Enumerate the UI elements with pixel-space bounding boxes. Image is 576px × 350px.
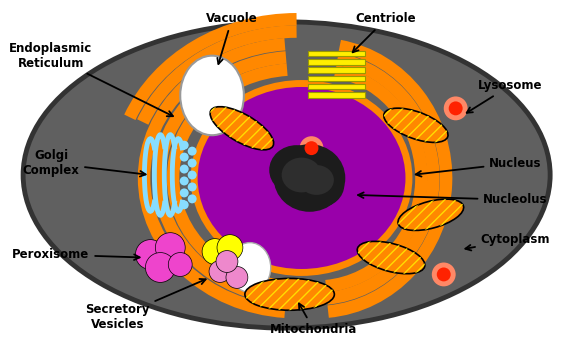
Circle shape	[180, 153, 189, 162]
Bar	[308, 76, 365, 81]
Circle shape	[226, 266, 248, 288]
Circle shape	[202, 239, 228, 265]
Ellipse shape	[384, 108, 448, 142]
Ellipse shape	[229, 243, 271, 292]
Circle shape	[305, 141, 319, 155]
Text: Nucleus: Nucleus	[416, 156, 541, 177]
Ellipse shape	[23, 22, 550, 328]
Circle shape	[145, 253, 175, 282]
Circle shape	[209, 260, 231, 282]
Circle shape	[156, 233, 185, 262]
Bar	[308, 92, 365, 98]
Circle shape	[217, 234, 243, 260]
Text: Golgi
Complex: Golgi Complex	[22, 149, 146, 177]
Ellipse shape	[194, 84, 409, 272]
Ellipse shape	[245, 278, 334, 310]
Bar	[308, 84, 365, 89]
Ellipse shape	[180, 56, 244, 135]
Text: Lysosome: Lysosome	[467, 79, 543, 113]
Ellipse shape	[269, 145, 324, 195]
Circle shape	[180, 176, 189, 186]
Text: Peroxisome: Peroxisome	[12, 248, 139, 261]
Circle shape	[444, 97, 468, 120]
Circle shape	[168, 253, 192, 276]
Circle shape	[432, 262, 456, 286]
Circle shape	[180, 141, 189, 150]
Ellipse shape	[357, 241, 425, 274]
Ellipse shape	[210, 107, 274, 150]
Circle shape	[188, 170, 196, 180]
Bar	[308, 67, 365, 73]
Circle shape	[180, 200, 189, 209]
Ellipse shape	[282, 158, 321, 192]
Circle shape	[300, 136, 323, 160]
Ellipse shape	[398, 199, 464, 230]
Circle shape	[449, 102, 463, 116]
Circle shape	[188, 159, 196, 168]
Text: Endoplasmic
Reticulum: Endoplasmic Reticulum	[9, 42, 173, 116]
Bar	[308, 51, 365, 56]
Ellipse shape	[299, 165, 334, 195]
Circle shape	[180, 188, 189, 197]
Text: Mitochondria: Mitochondria	[270, 303, 357, 336]
Circle shape	[216, 251, 238, 272]
Text: Cytoplasm: Cytoplasm	[465, 233, 550, 251]
Text: Centriole: Centriole	[353, 12, 416, 52]
Circle shape	[437, 267, 450, 281]
Circle shape	[135, 240, 165, 270]
Text: Secretory
Vesicles: Secretory Vesicles	[85, 279, 206, 331]
Circle shape	[188, 194, 196, 203]
Ellipse shape	[274, 144, 345, 212]
Circle shape	[188, 182, 196, 191]
Text: Nucleolus: Nucleolus	[358, 193, 548, 206]
Ellipse shape	[294, 162, 344, 207]
Circle shape	[188, 147, 196, 156]
Circle shape	[180, 164, 189, 174]
Text: Vacuole: Vacuole	[206, 12, 258, 64]
Bar	[308, 59, 365, 64]
